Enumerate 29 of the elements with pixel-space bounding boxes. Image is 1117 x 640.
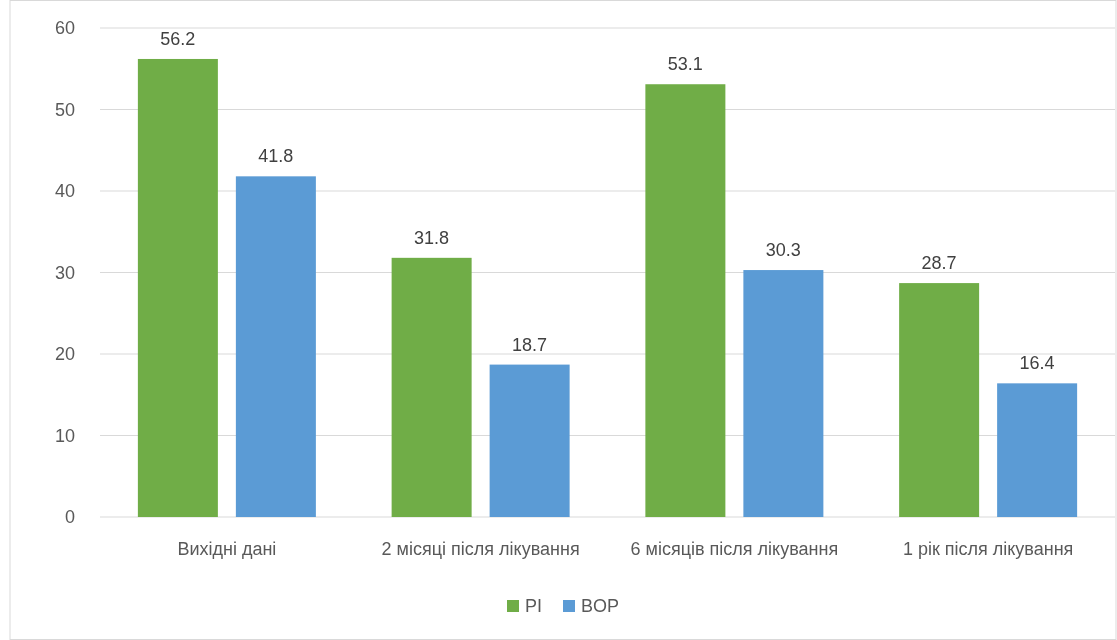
x-tick-label: 1 рік після лікування	[902, 539, 1074, 559]
data-label: 18.7	[512, 334, 548, 355]
bar	[391, 257, 472, 517]
bar	[743, 270, 824, 517]
data-label: 16.4	[1019, 353, 1055, 374]
y-tick-label: 30	[54, 262, 75, 283]
bar	[997, 383, 1078, 517]
x-tick-label: Вихідні дані	[177, 539, 277, 559]
bar	[489, 364, 570, 517]
y-tick-label: 50	[54, 99, 75, 120]
bar	[899, 283, 980, 517]
data-label: 30.3	[765, 240, 801, 261]
data-label: 53.1	[667, 54, 703, 75]
y-tick-label: 0	[64, 507, 75, 528]
x-tick-label: 6 місяців після лікування	[630, 539, 839, 559]
data-label: 31.8	[414, 227, 450, 248]
x-tick-label: 2 місяці після лікування	[381, 539, 580, 559]
legend-label: PI	[525, 596, 543, 617]
legend-label: BOP	[581, 596, 620, 617]
y-tick-label: 10	[54, 425, 75, 446]
data-label: 56.2	[160, 28, 196, 49]
data-label: 28.7	[921, 253, 957, 274]
bar	[235, 176, 316, 517]
bar	[137, 58, 218, 517]
y-tick-label: 20	[54, 344, 75, 365]
data-label: 41.8	[258, 146, 294, 167]
y-tick-label: 40	[54, 181, 75, 202]
y-tick-label: 60	[54, 18, 75, 39]
bar	[645, 84, 726, 517]
